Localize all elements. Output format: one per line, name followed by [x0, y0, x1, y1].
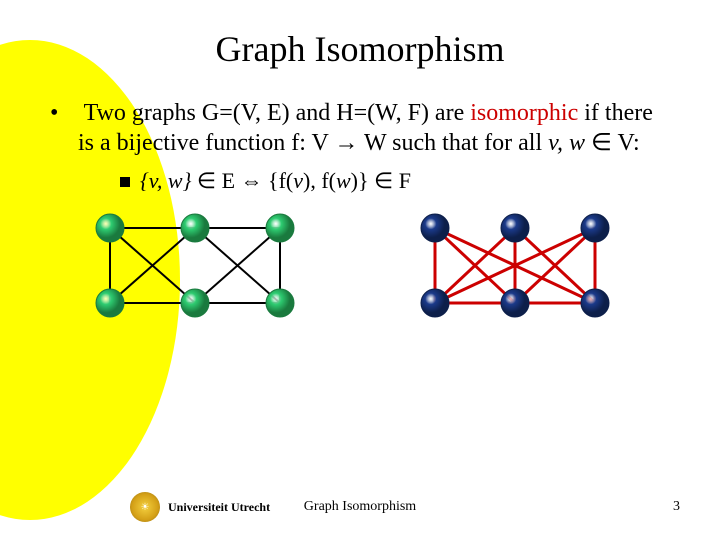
sub-bullet: {v, w} ∈ E ⇔ {f(v), f(w)} ∈ F — [120, 168, 670, 194]
graph-right — [400, 208, 630, 328]
graph-node — [266, 289, 294, 317]
bullet-text-3: ∈ V: — [585, 130, 640, 156]
graph-node — [96, 214, 124, 242]
graph-node — [501, 289, 529, 317]
footer-logo: ☀ Universiteit Utrecht — [130, 492, 270, 522]
bullet-italic-vw: v, w — [548, 130, 585, 156]
slide-content: Graph Isomorphism • Two graphs G=(V, E) … — [0, 0, 720, 540]
graph-node — [501, 214, 529, 242]
sub-part4: ), f( — [303, 168, 336, 193]
sub-part3: v — [293, 168, 303, 193]
slide-title: Graph Isomorphism — [50, 28, 670, 70]
graphs-row — [90, 208, 670, 328]
graph-left — [90, 208, 320, 328]
graph-node — [581, 214, 609, 242]
graph-node — [581, 289, 609, 317]
university-name: Universiteit Utrecht — [168, 500, 270, 515]
sub-bullet-square-icon — [120, 177, 130, 187]
graph-node — [421, 289, 449, 317]
graph-node — [266, 214, 294, 242]
sub-part6: )} ∈ F — [351, 168, 411, 193]
university-seal-icon: ☀ — [130, 492, 160, 522]
graph-node — [181, 214, 209, 242]
footer-title: Graph Isomorphism — [304, 499, 416, 515]
sub-part5: w — [336, 168, 351, 193]
page-number: 3 — [673, 499, 680, 515]
graph-node — [96, 289, 124, 317]
graph-node — [181, 289, 209, 317]
sub-part2: ∈ E ⇔ {f( — [191, 168, 293, 193]
main-bullet: • Two graphs G=(V, E) and H=(W, F) are i… — [64, 98, 670, 158]
bullet-text-1: Two graphs G=(V, E) and H=(W, F) are — [84, 100, 465, 126]
sub-part1: {v, w} — [140, 168, 191, 193]
footer: ☀ Universiteit Utrecht Graph Isomorphism… — [0, 492, 720, 522]
bullet-dot: • — [64, 98, 78, 128]
bullet-emphasis: isomorphic — [470, 100, 578, 126]
graph-node — [421, 214, 449, 242]
